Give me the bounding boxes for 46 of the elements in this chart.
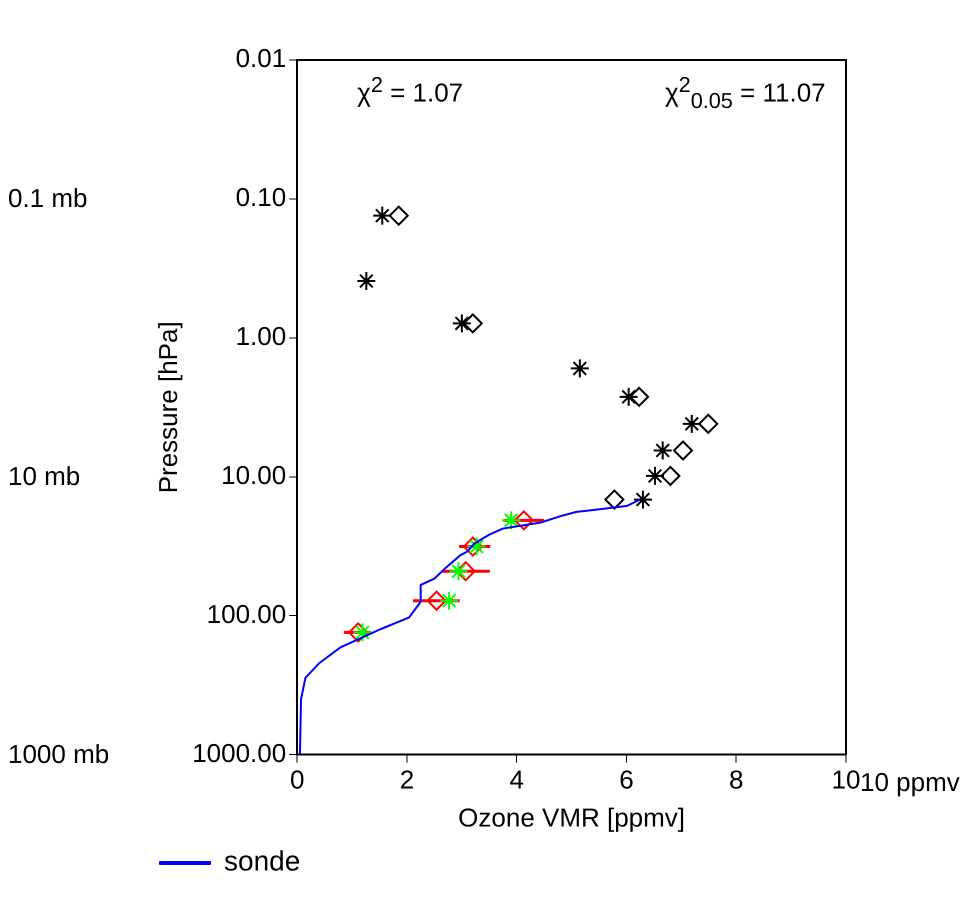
point bbox=[448, 561, 469, 582]
point bbox=[673, 440, 693, 460]
y-tick-label: 0.10 bbox=[236, 182, 286, 212]
legend-label: sonde bbox=[224, 846, 300, 877]
point bbox=[698, 414, 718, 434]
point bbox=[604, 490, 624, 510]
point bbox=[462, 313, 483, 334]
point bbox=[372, 206, 392, 226]
point bbox=[682, 414, 702, 434]
x-tick-label: 0 bbox=[290, 764, 304, 794]
point bbox=[462, 536, 483, 557]
x-tick-label: 2 bbox=[400, 764, 414, 794]
y-tick-label: 1.00 bbox=[236, 321, 286, 352]
x-tick-label: 6 bbox=[619, 764, 634, 794]
y-axis-title: Pressure [hPa] bbox=[152, 321, 183, 494]
point bbox=[439, 590, 460, 611]
point bbox=[501, 510, 522, 530]
point bbox=[388, 206, 409, 226]
text: 10 mb bbox=[8, 461, 80, 492]
point bbox=[514, 510, 534, 530]
point bbox=[452, 313, 472, 334]
x-tick-label: 8 bbox=[729, 764, 744, 794]
text: 10 ppmv bbox=[860, 766, 960, 798]
point bbox=[618, 386, 639, 407]
point bbox=[570, 358, 590, 378]
point bbox=[352, 622, 372, 642]
text: 0.1 mb bbox=[8, 183, 88, 214]
point bbox=[660, 466, 680, 486]
point bbox=[348, 622, 368, 642]
y-tick-label: 0.01 bbox=[236, 43, 286, 74]
y-tick-label: 100.00 bbox=[206, 598, 286, 629]
point bbox=[356, 271, 376, 292]
annotation: χ$^{2}$ = 1.07 bbox=[357, 72, 464, 109]
point bbox=[466, 536, 487, 557]
point bbox=[652, 440, 673, 460]
annotation: χ$^{2}$$_{0.05}$ = 11.07 bbox=[665, 72, 826, 114]
text: 1000 mb bbox=[8, 739, 110, 770]
point bbox=[629, 386, 650, 407]
x-tick-label: 10 bbox=[832, 764, 860, 794]
point bbox=[645, 466, 666, 486]
x-axis-title: Ozone VMR [ppmv] bbox=[458, 802, 686, 833]
point bbox=[632, 490, 653, 510]
x-tick-label: 4 bbox=[509, 764, 524, 794]
point bbox=[426, 590, 447, 611]
y-tick-label: 1000.00 bbox=[192, 738, 286, 768]
y-tick-label: 10.00 bbox=[221, 460, 286, 490]
